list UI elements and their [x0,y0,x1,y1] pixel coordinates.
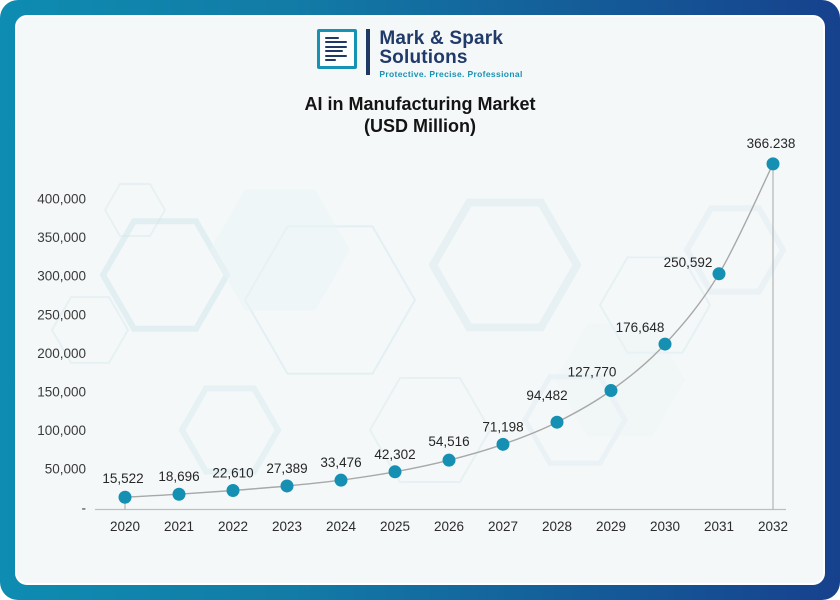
y-axis-tick-label: - [82,500,87,515]
brand-name-line2: Solutions [379,47,468,69]
x-axis-year-label: 2032 [758,519,788,534]
data-point-label: 33,476 [320,455,361,470]
brand-text: Mark & Spark Solutions Protective. Preci… [379,29,522,79]
data-point-label: 54,516 [428,434,469,449]
data-point-marker [658,337,672,351]
hexagon-watermark [555,323,685,437]
y-axis-tick-label: 250,000 [37,307,86,322]
data-point-label: 27,389 [266,461,307,476]
hexagon-watermark [103,183,167,237]
data-point-marker [766,157,780,171]
x-axis-year-label: 2028 [542,519,572,534]
data-point-marker [712,267,726,281]
data-point-marker [118,490,132,504]
x-axis-year-label: 2031 [704,519,734,534]
brand-logo: Mark & Spark Solutions Protective. Preci… [0,29,840,79]
data-point-marker [550,415,564,429]
hexagon-watermark [428,198,582,332]
hexagon-watermark [683,205,787,295]
data-point-label: 250,592 [664,255,713,270]
y-axis-tick-label: 50,000 [45,462,86,477]
x-axis-year-label: 2023 [272,519,302,534]
hexagon-watermark [99,218,231,332]
x-axis-year-label: 2026 [434,519,464,534]
data-point-marker [442,453,456,467]
data-point-label: 94,482 [526,388,567,403]
y-axis-tick-label: 300,000 [37,269,86,284]
data-point-marker [388,465,402,479]
hexagon-watermark [522,374,628,466]
data-point-label: 18,696 [158,469,199,484]
data-point-marker [172,487,186,501]
data-point-label: 22,610 [212,466,253,481]
y-axis-tick-label: 200,000 [37,346,86,361]
hexagon-watermark [598,256,712,354]
x-axis-year-label: 2025 [380,519,410,534]
y-axis-tick-label: 150,000 [37,385,86,400]
brand-divider [366,29,371,75]
data-point-label: 127,770 [568,365,617,380]
data-point-marker [334,473,348,487]
x-axis-year-label: 2020 [110,519,140,534]
y-axis-tick-label: 100,000 [37,423,86,438]
x-axis-year-label: 2030 [650,519,680,534]
x-axis-year-label: 2021 [164,519,194,534]
brand-name-line1: Mark & Spark [379,28,504,49]
x-axis-year-label: 2027 [488,519,518,534]
document-lines-icon [317,29,358,69]
data-point-marker [280,479,294,493]
hexagon-watermark [368,377,492,483]
data-point-label: 42,302 [374,447,415,462]
data-point-label: 366.238 [747,136,796,151]
y-axis-tick-label: 350,000 [37,230,86,245]
data-point-label: 15,522 [102,471,143,486]
chart-card [15,15,825,585]
data-point-marker [604,384,618,398]
data-point-marker [226,484,240,498]
data-point-label: 176,648 [616,320,665,335]
chart-title-block: AI in Manufacturing Market (USD Million) [0,93,840,137]
x-axis-year-label: 2022 [218,519,248,534]
hexagon-watermark [50,296,130,364]
hexagon-watermark [178,385,282,475]
hexagon-watermark [210,189,350,311]
chart-title: AI in Manufacturing Market [304,94,536,114]
chart-subtitle: (USD Million) [364,116,476,136]
brand-tagline: Protective. Precise. Professional [379,69,523,80]
x-axis-year-label: 2029 [596,519,626,534]
y-axis-tick-label: 400,000 [37,192,86,207]
data-point-label: 71,198 [482,419,523,434]
data-point-marker [496,437,510,451]
x-axis-year-label: 2024 [326,519,357,534]
